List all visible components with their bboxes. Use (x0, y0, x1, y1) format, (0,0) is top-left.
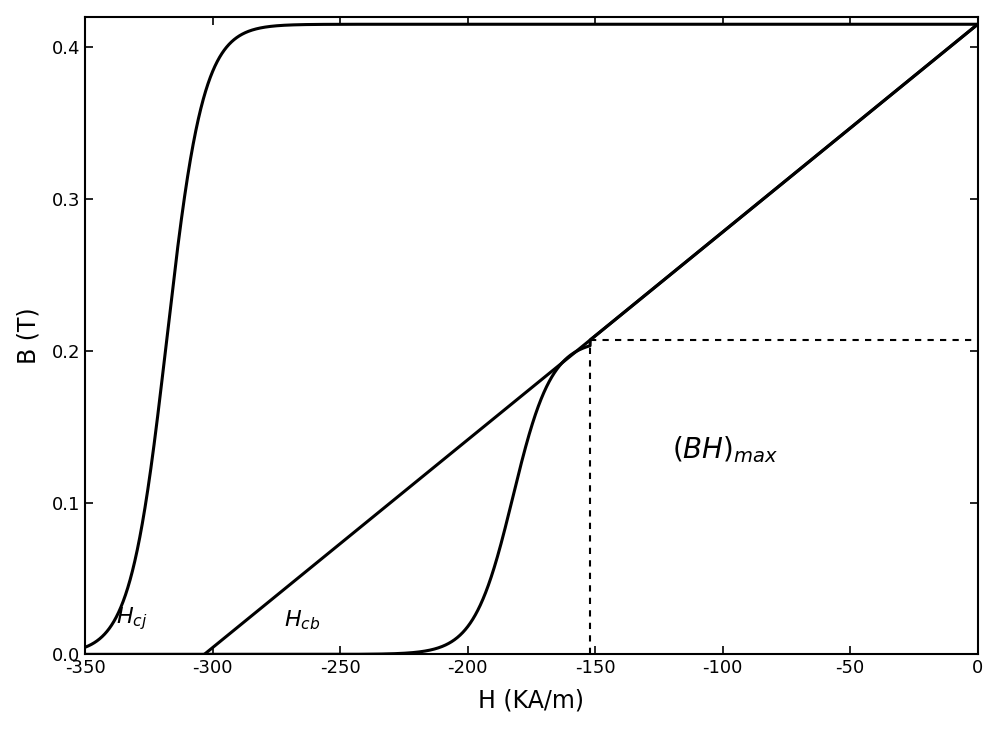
Y-axis label: B (T): B (T) (17, 307, 41, 364)
Text: $\mathit{(BH)_{max}}$: $\mathit{(BH)_{max}}$ (672, 434, 778, 465)
Text: $H_{cb}$: $H_{cb}$ (284, 608, 320, 631)
Text: $H_{cj}$: $H_{cj}$ (116, 605, 147, 631)
X-axis label: H (KA/m): H (KA/m) (478, 688, 584, 712)
